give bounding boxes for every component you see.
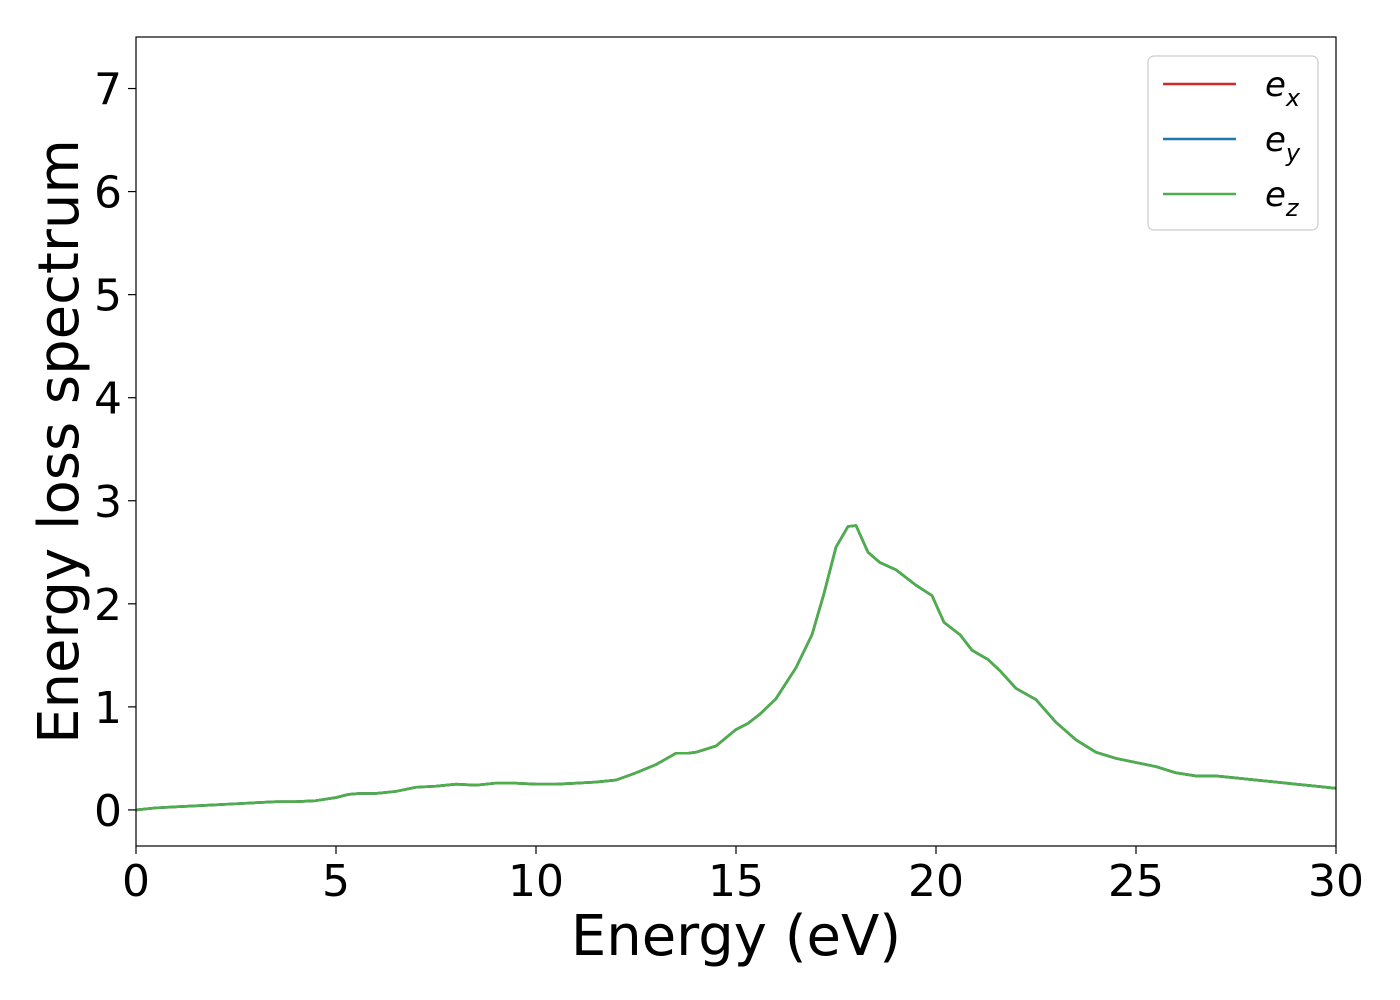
y-tick-label: 0 [94, 786, 122, 837]
y-axis-label: Energy loss spectrum [27, 139, 92, 744]
y-tick-label: 7 [94, 65, 122, 116]
y-tick-label: 6 [94, 168, 122, 219]
series-line-e-z [136, 524, 1336, 812]
x-axis-label: Energy (eV) [571, 904, 901, 969]
ticks-layer: 0 5 10 15 20 25 30 0 1 2 3 4 5 6 7 [94, 65, 1364, 907]
legend: ex ey ez [1147, 55, 1319, 231]
x-tick-label: 20 [908, 856, 964, 907]
x-tick-label: 30 [1308, 856, 1364, 907]
series-layer [136, 524, 1336, 812]
y-tick-label: 3 [94, 477, 122, 528]
y-tick-label: 2 [94, 580, 122, 631]
legend-box [1147, 55, 1319, 231]
legend-label-z: ez [1265, 175, 1300, 222]
x-tick-label: 25 [1108, 856, 1164, 907]
y-tick-label: 1 [94, 683, 122, 734]
legend-label-x: ex [1265, 65, 1301, 112]
x-tick-label: 15 [708, 856, 764, 907]
x-tick-label: 5 [322, 856, 350, 907]
legend-label-y: ey [1265, 120, 1301, 167]
x-tick-label: 10 [508, 856, 564, 907]
y-tick-label: 4 [94, 374, 122, 425]
y-tick-label: 5 [94, 271, 122, 322]
x-tick-label: 0 [122, 856, 150, 907]
